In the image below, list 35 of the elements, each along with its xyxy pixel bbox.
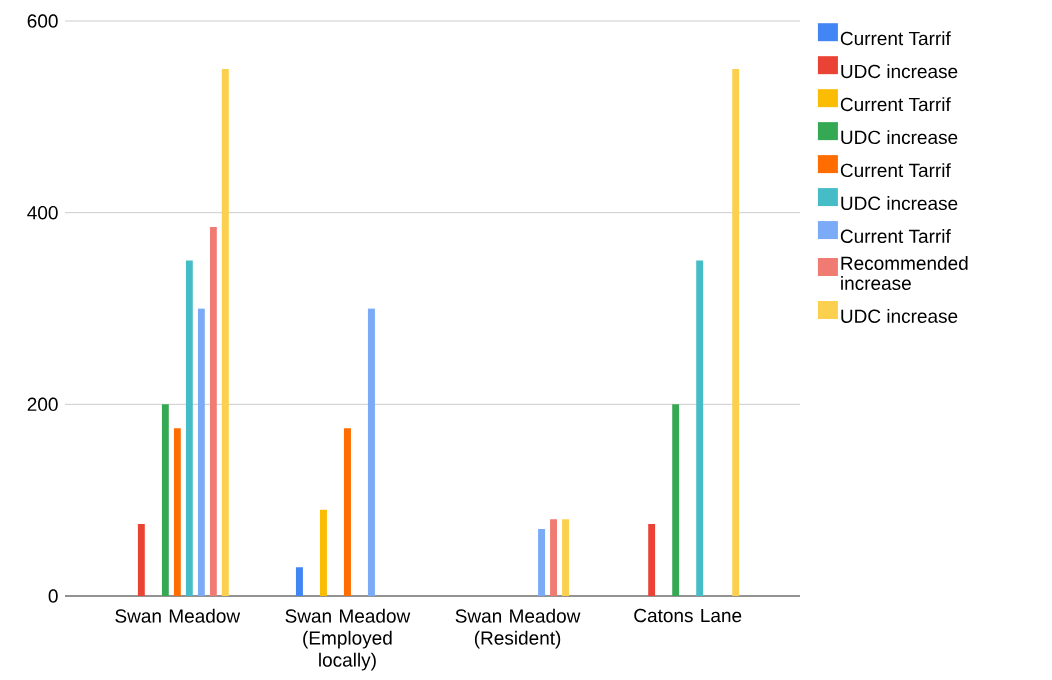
x-tick-label: Swan Meadow (Resident) <box>455 608 581 649</box>
bar <box>295 567 303 596</box>
bar <box>672 404 680 596</box>
y-tick-label: 600 <box>27 14 58 28</box>
bar <box>648 524 656 596</box>
bar <box>161 404 169 596</box>
x-tick-label: Catons Lane <box>634 608 742 623</box>
y-tick-label: 400 <box>27 205 58 220</box>
bar <box>185 260 193 596</box>
legend-label: Current Tarrif <box>840 163 951 178</box>
y-tick-label: 0 <box>48 589 58 603</box>
y-tick-label: 200 <box>27 397 58 412</box>
legend-label: Recommended increase <box>841 256 968 290</box>
bar <box>696 260 704 596</box>
bar <box>173 428 181 596</box>
bar <box>319 509 327 596</box>
bar <box>550 519 558 596</box>
bar <box>343 428 351 596</box>
bar <box>367 308 375 596</box>
x-tick-label: Swan Meadow (Employed locally) <box>285 608 411 671</box>
x-tick-label: Swan Meadow <box>115 608 241 623</box>
bar <box>209 227 217 596</box>
legend-label: Current Tarrif <box>840 31 951 46</box>
legend-label: Current Tarrif <box>840 229 951 244</box>
legend-label: UDC increase <box>841 309 958 323</box>
legend-label: UDC increase <box>841 130 958 145</box>
bar <box>221 68 229 596</box>
bar <box>137 524 145 596</box>
legend-label: UDC increase <box>841 196 958 211</box>
bar <box>197 308 205 596</box>
legend-label: UDC increase <box>841 64 958 79</box>
legend-label: Current Tarrif <box>840 97 951 112</box>
bar <box>732 68 740 596</box>
bar <box>538 528 546 596</box>
bar <box>562 519 570 596</box>
